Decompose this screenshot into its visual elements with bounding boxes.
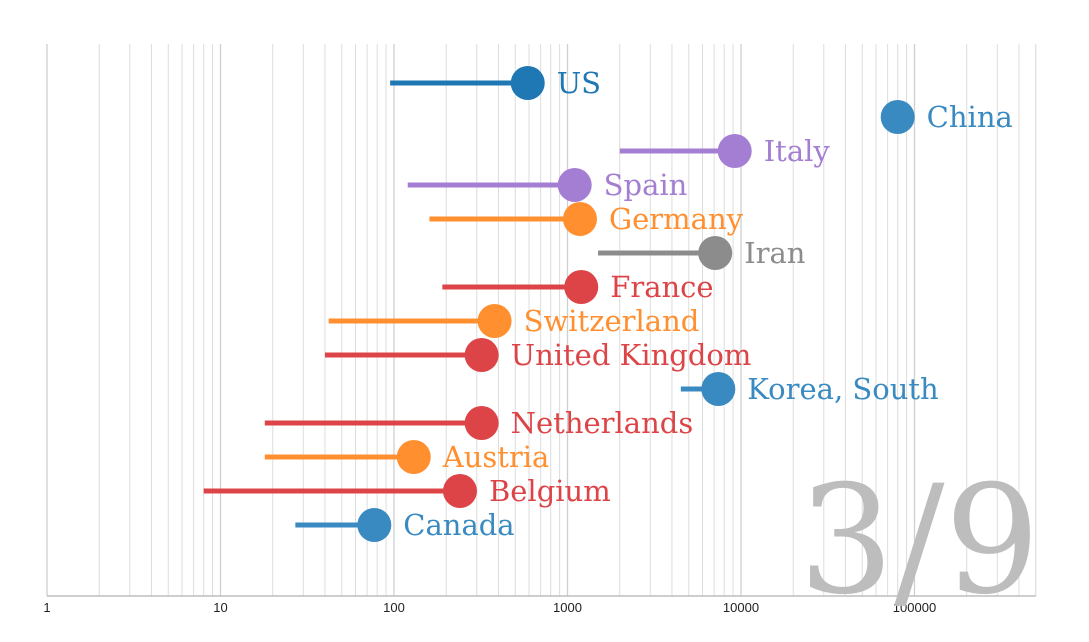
series-label: France xyxy=(610,270,713,304)
series-label: Netherlands xyxy=(511,406,694,440)
gridlines xyxy=(46,44,1037,596)
data-point xyxy=(442,474,477,508)
series-canada: Canada xyxy=(295,508,515,542)
series-label: Spain xyxy=(604,168,688,202)
series-france: France xyxy=(442,270,714,304)
series-united-kingdom: United Kingdom xyxy=(324,338,752,372)
series-label: United Kingdom xyxy=(511,338,752,372)
data-point xyxy=(396,440,431,474)
series-italy: Italy xyxy=(619,134,831,168)
data-point xyxy=(701,372,736,406)
series-germany: Germany xyxy=(429,202,744,236)
series-spain: Spain xyxy=(407,168,688,202)
series-label: Italy xyxy=(764,134,831,168)
series-china: China xyxy=(880,100,1013,134)
series-us: US xyxy=(390,66,601,100)
series-belgium: Belgium xyxy=(203,474,611,508)
x-tick-label: 1000 xyxy=(553,600,582,615)
series-label: Belgium xyxy=(489,474,611,508)
series-iran: Iran xyxy=(598,236,805,270)
data-point xyxy=(464,338,499,372)
x-tick-labels: 1 10 100 1000 10000 100000 xyxy=(43,600,936,615)
series-austria: Austria xyxy=(264,440,550,474)
data-point xyxy=(357,508,392,542)
series-label: Switzerland xyxy=(524,304,700,338)
x-tick-label: 1 xyxy=(43,600,50,615)
x-tick-label: 10 xyxy=(213,600,227,615)
data-point xyxy=(698,236,733,270)
date-annotation: 3/9 xyxy=(799,454,1040,628)
series-switzerland: Switzerland xyxy=(328,304,700,338)
series-korea-south: Korea, South xyxy=(680,372,939,406)
series-label: China xyxy=(927,100,1013,134)
series-label: Germany xyxy=(609,202,744,236)
data-point xyxy=(510,66,545,100)
data-point xyxy=(557,168,592,202)
data-point xyxy=(564,270,599,304)
data-point xyxy=(880,100,915,134)
x-tick-label: 100000 xyxy=(893,600,936,615)
x-tick-label: 100 xyxy=(383,600,405,615)
series-label: Canada xyxy=(403,508,514,542)
data-point xyxy=(562,202,597,236)
series-label: Iran xyxy=(744,236,805,270)
data-point xyxy=(464,406,499,440)
x-tick-label: 10000 xyxy=(723,600,759,615)
series-label: Austria xyxy=(442,440,550,474)
series-label: US xyxy=(557,66,601,100)
series-netherlands: Netherlands xyxy=(264,406,694,440)
series-label: Korea, South xyxy=(747,372,938,406)
data-point xyxy=(477,304,512,338)
data-point xyxy=(717,134,752,168)
